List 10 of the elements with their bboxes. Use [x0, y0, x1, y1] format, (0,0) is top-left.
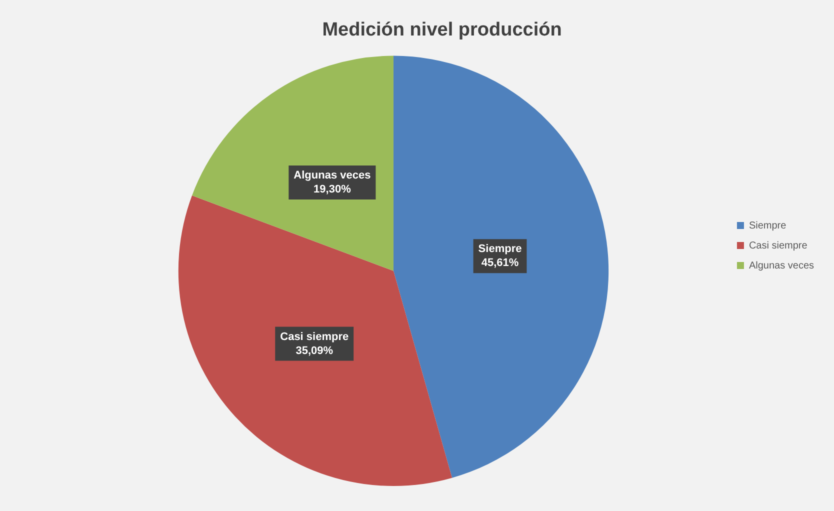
slice-label: Casi siempre	[280, 330, 349, 343]
data-label: 19,30%	[314, 184, 352, 196]
legend-label: Algunas veces	[748, 260, 814, 272]
legend-label: Siempre	[748, 220, 787, 232]
legend-label: Casi siempre	[748, 240, 808, 252]
slice-label: Siempre	[478, 243, 522, 256]
data-label: 35,09%	[296, 344, 334, 357]
data-label: 45,61%	[481, 257, 519, 270]
chart-title: Medición nivel producción	[322, 20, 562, 41]
slice-label: Algunas veces	[294, 170, 371, 182]
